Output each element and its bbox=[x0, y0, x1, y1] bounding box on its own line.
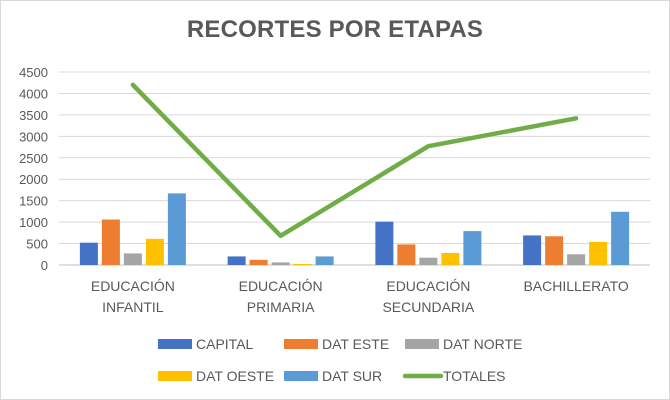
bar-dat-norte bbox=[419, 257, 438, 265]
bar-dat-oeste bbox=[589, 241, 608, 265]
x-tick-label: BACHILLERATO bbox=[523, 278, 628, 294]
gridlines bbox=[59, 71, 650, 266]
bar-series bbox=[79, 193, 630, 265]
y-tick-label: 1500 bbox=[19, 194, 48, 209]
bar-dat-norte bbox=[567, 254, 586, 265]
y-tick-label: 500 bbox=[26, 237, 48, 252]
bar-dat-este bbox=[397, 244, 416, 265]
chart-title: RECORTES POR ETAPAS bbox=[186, 16, 484, 43]
y-tick-label: 4500 bbox=[19, 65, 48, 80]
y-tick-label: 1000 bbox=[19, 215, 48, 230]
x-tick-label-line: EDUCACIÓN bbox=[239, 278, 323, 294]
legend-capital-swatch bbox=[158, 339, 192, 349]
bar-dat-este bbox=[545, 236, 564, 265]
bar-dat-oeste bbox=[441, 252, 460, 265]
bar-dat-norte bbox=[271, 262, 290, 265]
legend-dat-sur-label: DAT SUR bbox=[322, 368, 382, 384]
bar-capital bbox=[375, 221, 394, 265]
bar-dat-sur bbox=[167, 193, 186, 265]
legend-capital-label: CAPITAL bbox=[196, 336, 254, 352]
x-tick-label: EDUCACIÓN SECUNDARIA bbox=[382, 278, 474, 315]
x-tick-label: EDUCACIÓN INFANTIL bbox=[91, 278, 175, 315]
bar-dat-norte bbox=[123, 253, 142, 265]
x-tick-label-line: SECUNDARIA bbox=[382, 299, 474, 315]
bar-dat-este bbox=[101, 219, 120, 265]
legend-dat-oeste-swatch bbox=[158, 371, 192, 381]
legend-dat-este-swatch bbox=[284, 339, 318, 349]
legend-dat-oeste-label: DAT OESTE bbox=[196, 368, 274, 384]
y-tick-label: 2500 bbox=[19, 151, 48, 166]
legend-dat-norte-swatch bbox=[405, 339, 439, 349]
x-tick-label-line: PRIMARIA bbox=[247, 299, 315, 315]
legend-dat-este-label: DAT ESTE bbox=[322, 336, 389, 352]
y-tick-label: 0 bbox=[41, 258, 48, 273]
x-tick-label-line: INFANTIL bbox=[102, 299, 164, 315]
line-series bbox=[130, 82, 579, 239]
legend-dat-sur-swatch bbox=[284, 371, 318, 381]
y-axis: 0 500 1000 1500 2000 2500 3000 3500 4000 4500 bbox=[19, 65, 48, 273]
bar-dat-sur bbox=[315, 256, 334, 265]
bar-dat-sur bbox=[611, 211, 630, 265]
y-tick-label: 3000 bbox=[19, 129, 48, 144]
legend-totales-label: TOTALES bbox=[443, 368, 506, 384]
bar-capital bbox=[523, 235, 542, 265]
bar-dat-este bbox=[249, 259, 268, 265]
x-tick-label-line: BACHILLERATO bbox=[523, 278, 628, 294]
x-tick-label-line: EDUCACIÓN bbox=[386, 278, 470, 294]
bar-dat-oeste bbox=[293, 264, 312, 265]
bar-capital bbox=[79, 242, 98, 265]
y-tick-label: 2000 bbox=[19, 172, 48, 187]
bar-capital bbox=[227, 256, 246, 265]
y-tick-label: 4000 bbox=[19, 86, 48, 101]
legend: CAPITAL DAT ESTE DAT NORTE DAT OESTE DAT SUR… bbox=[158, 336, 522, 384]
bar-dat-sur bbox=[463, 231, 482, 265]
bar-dat-oeste bbox=[145, 238, 164, 265]
legend-dat-norte-label: DAT NORTE bbox=[443, 336, 522, 352]
x-tick-label-line: EDUCACIÓN bbox=[91, 278, 175, 294]
line-totales bbox=[130, 82, 579, 239]
y-tick-label: 3500 bbox=[19, 108, 48, 123]
x-tick-label: EDUCACIÓN PRIMARIA bbox=[239, 278, 323, 315]
